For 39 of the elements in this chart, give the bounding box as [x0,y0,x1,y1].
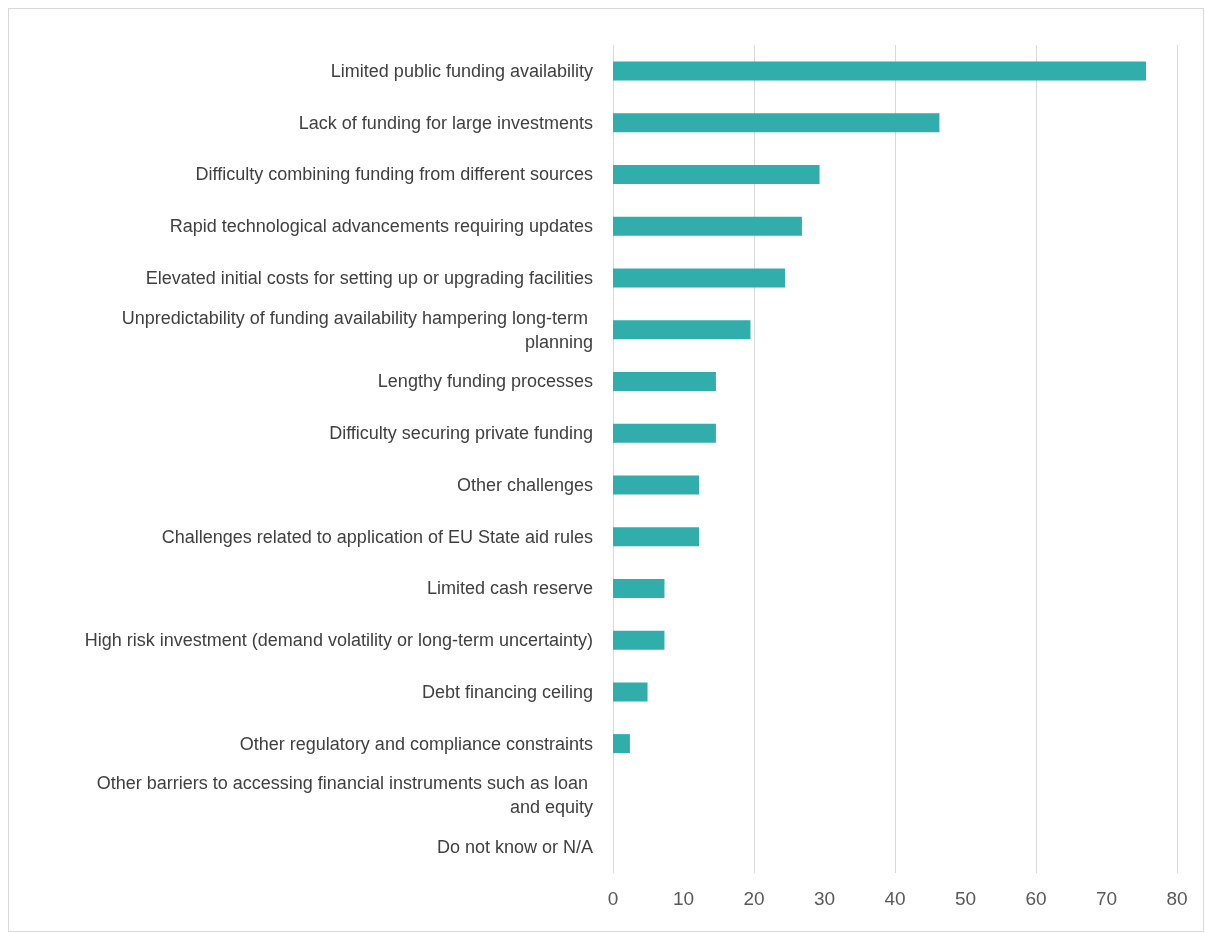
bar [613,61,1146,81]
x-tick-label: 0 [607,888,619,909]
y-tick-label: Limited public funding availability [330,60,593,81]
y-tick-label: Unpredictability of funding availability hampering long-term planning [121,307,593,352]
bar [613,164,820,184]
y-tick-label: Lengthy funding processes [377,371,593,392]
x-tick-label: 60 [1025,888,1047,909]
bar [613,682,648,702]
bar [613,268,786,288]
x-tick-label: 80 [1166,888,1188,909]
bar [613,578,665,598]
y-tick-label: Other regulatory and compliance constraints [239,733,593,754]
y-tick-label: Challenges related to application of EU State aid rules [161,526,593,547]
y-tick-label: Other challenges [456,474,593,495]
bar [613,216,802,236]
y-tick-label: High risk investment (demand volatility or long-term uncertainty) [84,630,593,651]
bar [613,320,751,340]
y-tick-label: Limited cash reserve [426,578,593,599]
y-tick-label: Difficulty combining funding from different sources [195,164,593,185]
bar [613,630,665,650]
bar [613,371,716,391]
x-tick-label: 40 [884,888,906,909]
y-tick-label: Lack of funding for large investments [298,112,593,133]
bar [613,113,940,133]
y-tick-label: Other barriers to accessing financial instruments such as loan and equity [96,773,593,818]
bar [613,734,630,754]
x-tick-label: 50 [954,888,977,909]
y-tick-label: Do not know or N/A [436,837,593,858]
x-tick-label: 70 [1095,888,1118,909]
x-tick-label: 30 [813,888,836,909]
y-tick-label: Debt financing ceiling [421,681,593,702]
bar [613,527,700,547]
bar [613,475,700,495]
y-tick-label: Difficulty securing private funding [329,423,593,444]
bar [613,423,716,443]
y-tick-label: Elevated initial costs for setting up or upgrading facilities [145,267,593,288]
x-tick-label: 20 [743,888,765,909]
x-tick-label: 10 [672,888,695,909]
y-tick-label: Rapid technological advancements requiring updates [169,216,593,237]
